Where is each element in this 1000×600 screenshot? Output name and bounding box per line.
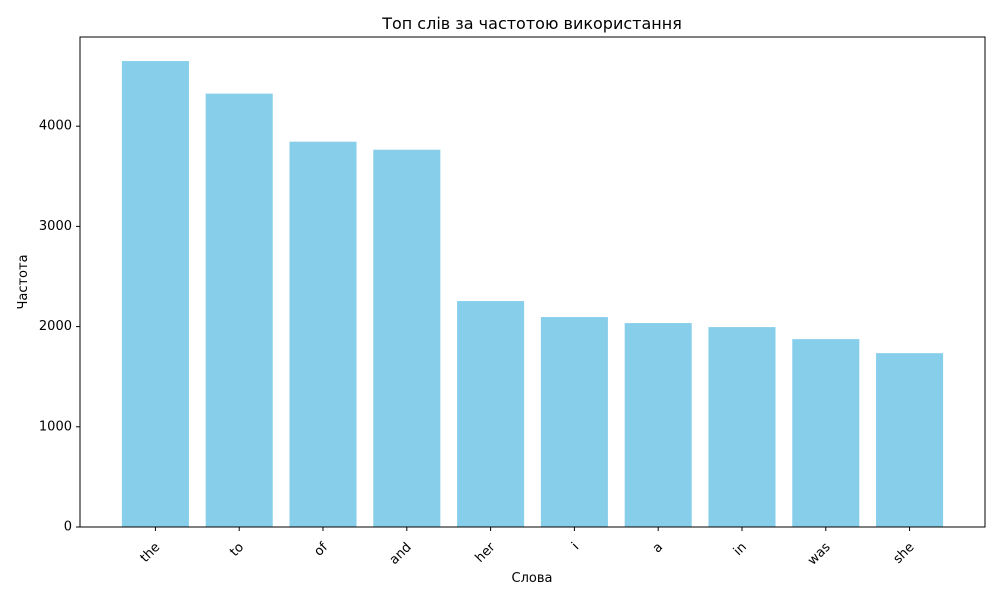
bar-her xyxy=(457,301,525,527)
bar-i xyxy=(540,317,608,527)
x-tick-label-was: was xyxy=(805,540,834,569)
y-axis: 0 1000 2000 3000 4000 xyxy=(39,119,80,535)
x-tick-label-her: her xyxy=(473,539,499,565)
x-tick-label-a: a xyxy=(650,540,666,556)
bar-in xyxy=(708,327,776,527)
bar-she xyxy=(876,353,944,527)
plot-frame xyxy=(79,36,986,528)
y-axis-label: Частота xyxy=(16,254,31,309)
x-axis-label: Слова xyxy=(512,571,553,586)
x-tick-label-in: in xyxy=(731,540,750,559)
x-tick-label-i: i xyxy=(569,540,582,553)
x-tick-label-and: and xyxy=(387,540,415,568)
y-tick-label-1000: 1000 xyxy=(39,419,72,434)
bar-the xyxy=(121,61,189,528)
x-axis: the to of and her i a in was she xyxy=(138,527,918,569)
y-tick-label-2000: 2000 xyxy=(39,319,72,334)
x-tick-label-the: the xyxy=(138,540,164,566)
y-tick-label-0: 0 xyxy=(64,520,72,535)
chart-title: Топ слів за частотою використання xyxy=(381,14,682,33)
bar-a xyxy=(624,323,692,527)
bar-of xyxy=(289,141,357,527)
bar-to xyxy=(205,93,273,528)
bar-and xyxy=(373,149,441,528)
bars-group xyxy=(121,61,944,528)
x-tick-label-of: of xyxy=(311,540,331,560)
bar-was xyxy=(792,339,860,527)
x-tick-label-she: she xyxy=(891,540,918,567)
y-tick-label-3000: 3000 xyxy=(39,219,72,234)
x-tick-label-to: to xyxy=(227,540,247,560)
y-tick-label-4000: 4000 xyxy=(39,119,72,134)
